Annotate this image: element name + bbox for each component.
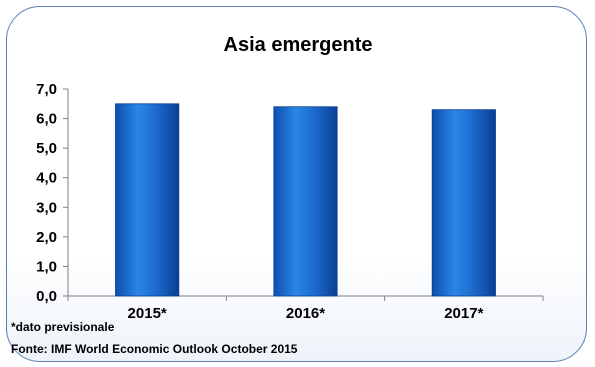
bar-2015 <box>115 103 180 297</box>
x-tick-label: 2017* <box>444 305 483 322</box>
footnote: *dato previsionale <box>11 320 115 334</box>
x-tick-label: 2016* <box>286 305 325 322</box>
y-tick-label: 2,0 <box>36 229 57 246</box>
y-tick-label: 4,0 <box>36 170 57 187</box>
bar-2016 <box>273 106 338 297</box>
y-tick-label: 5,0 <box>36 140 57 157</box>
x-tick-label: 2015* <box>128 305 167 322</box>
chart-title: Asia emergente <box>224 34 373 56</box>
y-tick-label: 6,0 <box>36 111 57 128</box>
y-tick-label: 7,0 <box>36 81 57 98</box>
y-tick-label: 3,0 <box>36 199 57 216</box>
y-tick-label: 1,0 <box>36 258 57 275</box>
source-note: Fonte: IMF World Economic Outlook Octobe… <box>11 342 298 356</box>
bar-2017 <box>431 109 496 297</box>
y-tick-label: 0,0 <box>36 288 57 305</box>
